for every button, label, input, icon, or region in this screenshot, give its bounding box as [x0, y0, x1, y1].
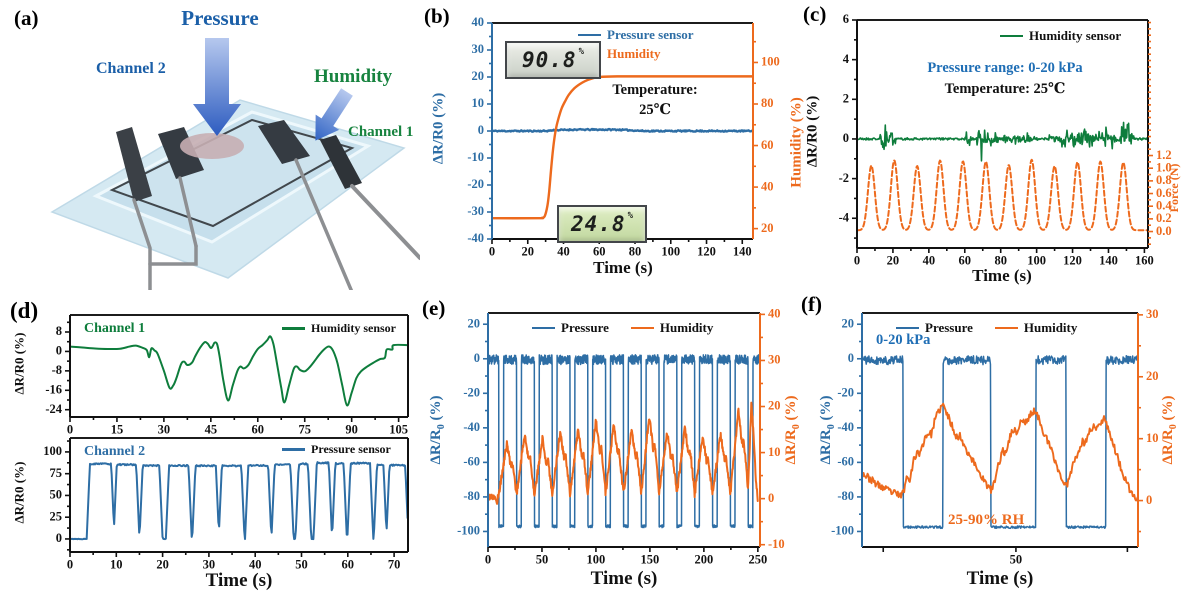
pressure-label: Pressure: [181, 6, 259, 30]
channel2-label: Channel 2: [96, 60, 166, 77]
panel-e-plot: [420, 290, 800, 596]
hygrometer-reading-high: 90.8: [522, 48, 577, 72]
panel-a: (a) Pressure Channel 2 Humidity Channel …: [0, 0, 422, 294]
humidity-arrow: [315, 88, 353, 141]
legend-label: Humidity sensor: [1029, 28, 1122, 43]
panel-b: (b) ΔR/R0 (%) Humidity (%) Time (s) Pres…: [420, 0, 805, 290]
axis-label-text: ΔR/R: [1160, 429, 1176, 465]
legend-item: Humidity: [994, 320, 1078, 336]
panel-c-x-axis-label: Time (s): [972, 266, 1032, 285]
electrode-mid: [158, 127, 204, 179]
panel-letter-a: (a): [14, 6, 39, 30]
hygrometer-reading-low: 24.8: [571, 212, 626, 236]
legend-item: Pressure sensor: [282, 442, 391, 457]
panel-f-right-axis-label: ΔR/R0 (%): [1160, 345, 1179, 515]
legend-label: Humidity: [1023, 320, 1078, 335]
panel-c-plot: [800, 0, 1188, 290]
panel-letter-b: (b): [424, 4, 450, 28]
legend-label: Pressure sensor: [607, 27, 694, 42]
panel-d-bottom-axis-label: ΔR/R0 (%): [11, 461, 27, 524]
percent-unit: %: [578, 47, 584, 57]
sensing-disc: [180, 133, 244, 159]
axis-label-sub: 0: [436, 424, 447, 430]
panel-letter-c: (c): [803, 2, 827, 26]
panel-e-legend: Pressure Humidity: [532, 320, 713, 336]
legend-item: Pressure sensor: [578, 27, 694, 43]
panel-e-left-axis-label: ΔR/R0 (%): [428, 345, 447, 515]
panel-b-x-axis-label: Time (s): [593, 258, 653, 277]
humidity-label: Humidity: [314, 66, 393, 87]
legend-line-pressure-sensor: [282, 448, 305, 451]
panel-d-top-legend: Humidity sensor: [282, 321, 396, 336]
axis-label-sub: 0: [1168, 424, 1179, 430]
panel-f-plot: [800, 290, 1188, 596]
legend-item: Pressure: [896, 320, 973, 336]
legend-line-humidity: [994, 326, 1018, 330]
panel-d-bottom-legend: Pressure sensor: [282, 442, 391, 457]
legend-line-humidity: [630, 326, 654, 330]
panel-f: (f) ΔR/R0 (%) ΔR/R0 (%) Time (s) Pressur…: [800, 290, 1188, 596]
legend-item: Pressure: [532, 320, 609, 336]
hygrometer-inset-high: 90.8%: [505, 41, 601, 79]
hygrometer-inset-low: 24.8%: [557, 205, 647, 243]
channel2-annotation: Channel 2: [84, 444, 146, 459]
panel-b-annotation-temperature: Temperature:: [612, 82, 698, 98]
electrode-edge: [320, 135, 362, 189]
panel-f-x-axis-label: Time (s): [966, 568, 1034, 589]
legend-item: Humidity: [630, 320, 714, 336]
panel-letter-f: (f): [801, 292, 822, 316]
panel-c-legend: Humidity sensor: [1000, 28, 1121, 44]
panel-c-annotation-pressure-range: Pressure range: 0-20 kPa: [927, 60, 1083, 76]
legend-line-pressure: [578, 33, 601, 37]
electrode-left: [116, 127, 152, 202]
device-illustration: [50, 38, 422, 294]
panel-c-left-axis-label: ΔR/R0 (%): [804, 95, 821, 168]
panel-d-plot: [0, 290, 420, 596]
channel1-annotation: Channel 1: [84, 321, 146, 336]
panel-f-annotation-pressure-range: 0-20 kPa: [876, 332, 931, 348]
legend-line-humidity-sensor: [282, 327, 305, 330]
legend-label: Pressure sensor: [311, 442, 391, 456]
axis-label-text: (%): [783, 395, 799, 425]
legend-label: Humidity: [659, 320, 714, 335]
panel-letter-d: (d): [10, 298, 39, 323]
legend-line-pressure: [532, 326, 555, 330]
axis-label-text: (%): [1160, 395, 1176, 425]
panel-e-x-axis-label: Time (s): [590, 568, 658, 589]
panel-b-annotation-temp-value: 25℃: [639, 102, 671, 118]
panel-f-legend: Pressure Humidity: [896, 320, 1077, 336]
wires: [132, 158, 422, 294]
legend-line-humidity-sensor: [1000, 34, 1023, 38]
channel1-label: Channel 1: [348, 124, 414, 140]
panel-d-x-axis-label: Time (s): [205, 570, 273, 591]
legend-label: Humidity: [607, 46, 661, 61]
legend-label: Pressure: [561, 320, 609, 335]
electrode-right: [258, 120, 310, 164]
panel-b-left-axis-label: ΔR/R0 (%): [430, 92, 447, 165]
panel-c-right-axis-label: Force (N): [1167, 163, 1181, 213]
axis-label-text: ΔR/R: [428, 429, 444, 465]
axis-label-text: ΔR/R: [783, 429, 799, 465]
panel-f-annotation-rh-range: 25-90% RH: [948, 512, 1025, 528]
panel-letter-e: (e): [422, 296, 446, 320]
percent-unit: %: [627, 211, 633, 221]
legend-label: Humidity sensor: [311, 321, 397, 335]
legend-line-pressure: [896, 326, 919, 330]
panel-e: (e) ΔR/R0 (%) ΔR/R0 (%) Time (s) Pressur…: [420, 290, 802, 596]
panel-c: (c) ΔR/R0 (%) Force (N) Time (s) Humidit…: [800, 0, 1188, 290]
axis-label-text: (%): [818, 395, 834, 425]
panel-f-left-axis-label: ΔR/R0 (%): [818, 345, 837, 515]
axis-label-text: ΔR/R: [818, 429, 834, 465]
legend-item: Humidity sensor: [1000, 28, 1121, 44]
axis-label-sub: 0: [826, 424, 837, 430]
panel-c-annotation-temperature: Temperature: 25℃: [944, 81, 1066, 97]
panel-d: (d) ΔR/R0 (%) ΔR/R0 (%) Time (s) Channel…: [0, 290, 420, 596]
axis-label-text: (%): [428, 395, 444, 425]
legend-label: Pressure: [925, 320, 973, 335]
legend-item: Humidity sensor: [282, 321, 396, 336]
pressure-arrow: [193, 38, 241, 136]
